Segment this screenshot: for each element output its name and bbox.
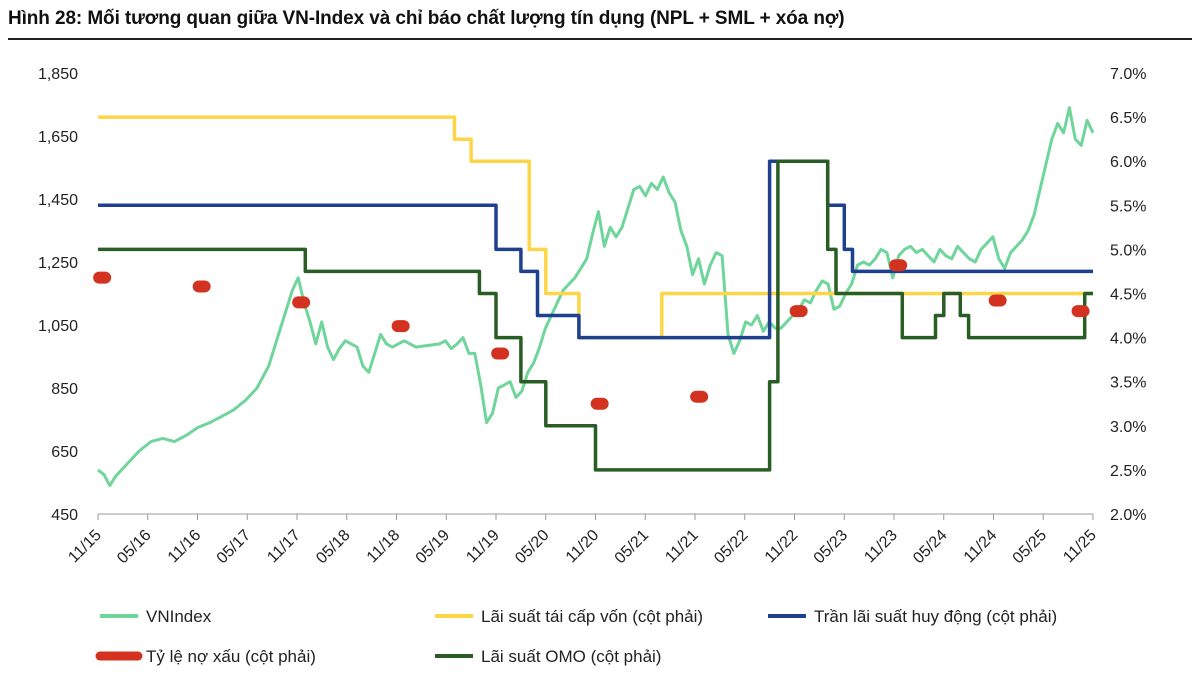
- right-tick-label: 4.0%: [1110, 331, 1146, 348]
- x-tick-label: 11/22: [762, 527, 802, 567]
- x-tick-label: 11/18: [364, 527, 404, 567]
- npl-marker: [590, 397, 609, 410]
- x-tick-label: 11/16: [165, 527, 205, 567]
- npl-marker: [491, 347, 510, 360]
- npl-marker: [789, 305, 808, 318]
- left-tick-label: 1,050: [38, 318, 78, 335]
- legend-label: Tỷ lệ nợ xấu (cột phải): [146, 647, 316, 666]
- chart-legend: VNIndex Lãi suất tái cấp vốn (cột phải) Tr…: [95, 607, 1057, 666]
- npl-marker: [889, 259, 908, 272]
- x-tick-label: 05/22: [711, 527, 751, 567]
- x-tick-label: 05/16: [114, 527, 154, 567]
- legend-label: Trần lãi suất huy động (cột phải): [814, 607, 1057, 626]
- x-tick-label: 11/20: [563, 527, 603, 567]
- figure-title: Hình 28: Mối tương quan giữa VN-Index và…: [8, 8, 845, 29]
- npl-marker: [292, 296, 311, 309]
- x-tick-label: 05/24: [910, 527, 950, 567]
- legend-label: VNIndex: [146, 607, 212, 626]
- left-tick-label: 450: [51, 507, 78, 524]
- x-tick-label: 05/23: [811, 527, 851, 567]
- title-rule: [8, 38, 1192, 40]
- x-tick-label: 05/19: [413, 527, 453, 567]
- x-tick-label: 11/15: [65, 527, 105, 567]
- npl-marker: [391, 320, 410, 333]
- left-tick-label: 650: [51, 444, 78, 461]
- chart-axes: 1,850 1,650 1,450 1,250 1,050 850 650 450 7.0% 6.…: [38, 66, 1147, 567]
- x-tick-label: 05/21: [612, 527, 652, 567]
- legend-label: Lãi suất OMO (cột phải): [481, 647, 661, 666]
- right-tick-label: 6.5%: [1110, 110, 1146, 127]
- left-tick-label: 1,850: [38, 66, 78, 83]
- right-tick-label: 7.0%: [1110, 66, 1146, 83]
- x-tick-label: 11/19: [463, 527, 503, 567]
- npl-marker: [988, 294, 1007, 307]
- left-tick-label: 1,650: [38, 129, 78, 146]
- right-tick-label: 5.0%: [1110, 242, 1146, 259]
- series-line-trần: [98, 159, 1093, 340]
- npl-marker: [192, 280, 211, 293]
- right-tick-label: 5.5%: [1110, 198, 1146, 215]
- right-tick-label: 3.5%: [1110, 375, 1146, 392]
- x-tick-label: 05/18: [313, 527, 353, 567]
- npl-marker: [93, 271, 112, 284]
- x-tick-label: 05/17: [214, 527, 254, 567]
- left-tick-label: 850: [51, 381, 78, 398]
- right-tick-label: 4.5%: [1110, 287, 1146, 304]
- series-line-lãi: [98, 159, 1093, 472]
- right-tick-label: 2.0%: [1110, 507, 1146, 524]
- x-tick-label: 11/17: [264, 527, 304, 567]
- right-tick-label: 3.0%: [1110, 419, 1146, 436]
- chart-series: [93, 106, 1095, 488]
- npl-marker: [1071, 305, 1090, 318]
- x-tick-label: 05/20: [512, 527, 552, 567]
- x-tick-label: 11/24: [961, 527, 1001, 567]
- left-tick-label: 1,450: [38, 192, 78, 209]
- left-tick-label: 1,250: [38, 255, 78, 272]
- right-tick-label: 6.0%: [1110, 154, 1146, 171]
- npl-marker: [690, 390, 709, 403]
- legend-label: Lãi suất tái cấp vốn (cột phải): [481, 607, 703, 626]
- right-tick-label: 2.5%: [1110, 463, 1146, 480]
- x-tick-label: 11/21: [662, 527, 702, 567]
- x-tick-label: 05/25: [1010, 527, 1050, 567]
- x-tick-label: 11/25: [1060, 527, 1100, 567]
- series-line-vnindex: [97, 106, 1095, 488]
- x-tick-label: 11/23: [861, 527, 901, 567]
